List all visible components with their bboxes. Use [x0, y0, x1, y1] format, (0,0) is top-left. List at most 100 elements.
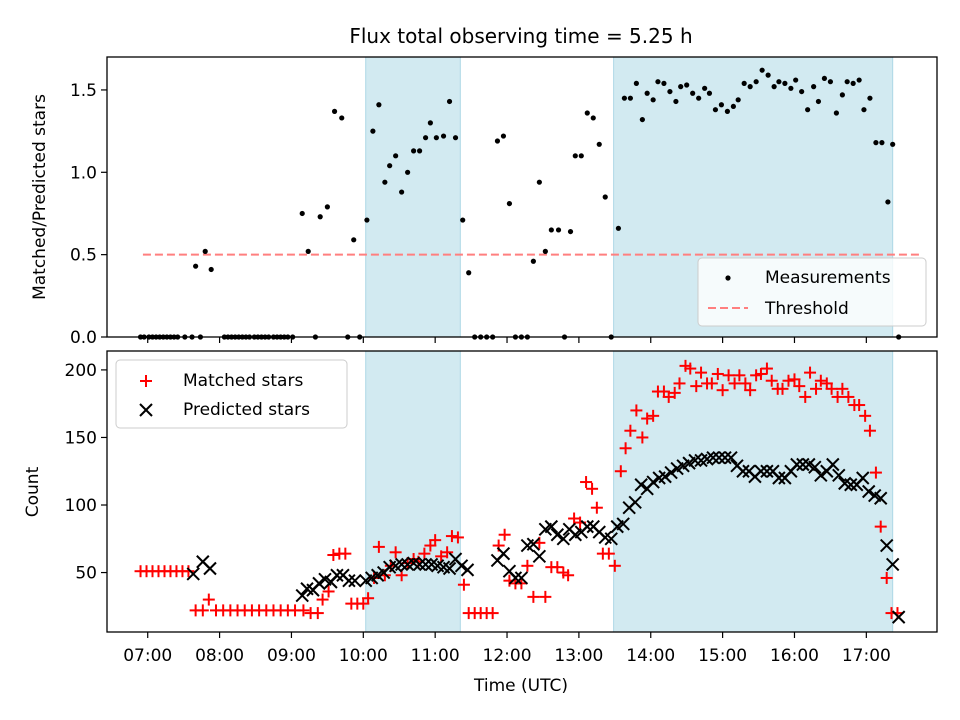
measurement-point	[427, 120, 433, 126]
y-tick-label: 1.5	[70, 81, 97, 101]
measurement-point	[661, 80, 667, 86]
matched-star-point	[486, 607, 499, 620]
measurement-point	[452, 135, 459, 141]
measurement-point	[602, 194, 608, 200]
measurement-point	[805, 107, 811, 113]
matched-star-point	[586, 482, 599, 495]
top-legend-box	[697, 257, 927, 327]
predicted-star-point	[550, 528, 565, 542]
matched-star-point	[869, 466, 882, 479]
matched-star-point	[619, 442, 632, 455]
matched-star-point	[527, 590, 540, 603]
matched-star-point	[521, 559, 534, 572]
predicted-star-point	[826, 457, 840, 472]
measurement-point	[446, 98, 453, 105]
matched-star-point	[684, 362, 697, 375]
measurement-point	[741, 80, 747, 86]
predicted-star-point	[348, 573, 362, 588]
x-tick-label: 08:00	[195, 646, 244, 666]
measurement-point	[572, 153, 578, 159]
measurement-point	[536, 179, 542, 185]
matched-star-point	[853, 399, 866, 412]
measurement-point	[879, 140, 885, 146]
matched-star-point	[705, 377, 718, 390]
matched-star-point	[441, 546, 454, 559]
measurement-point	[416, 148, 423, 154]
measurement-point	[673, 98, 679, 105]
measurement-point	[621, 95, 628, 101]
predicted-star-point	[544, 519, 559, 534]
predicted-star-point	[808, 460, 822, 474]
measurement-point	[411, 148, 417, 154]
predicted-star-point	[604, 532, 618, 546]
y-tick-label: 50	[75, 564, 97, 584]
y-tick-label: 150	[65, 428, 97, 448]
predicted-star-point	[418, 557, 433, 572]
predicted-star-point	[664, 465, 678, 480]
measurement-point	[202, 248, 208, 254]
measurement-point	[405, 169, 411, 175]
matched-star-point	[539, 590, 552, 603]
measurement-point	[364, 217, 370, 223]
measurement-point	[578, 153, 584, 159]
predicted-star-point	[760, 464, 774, 478]
predicted-star-point	[616, 517, 630, 531]
measurement-point	[299, 210, 305, 217]
predicted-star-point	[844, 478, 858, 492]
bottom-y-axis-label: Count	[23, 466, 43, 517]
legend-measurements-marker	[725, 275, 731, 281]
matched-star-point	[498, 528, 511, 541]
matched-star-point	[733, 369, 746, 382]
matched-star-point	[760, 362, 773, 375]
measurement-point	[799, 88, 805, 95]
measurement-point	[506, 200, 513, 207]
matched-star-point	[608, 559, 621, 572]
predicted-star-point	[556, 532, 571, 546]
y-tick-label: 0.0	[70, 328, 97, 348]
bottom-shaded-intervals	[365, 350, 894, 633]
predicted-star-point	[496, 546, 511, 561]
measurement-point	[867, 95, 873, 101]
x-axis: 07:00 08:00 09:00 10:00 11:00 12:00 13:00 14:00…	[123, 632, 891, 666]
matched-star-point	[418, 547, 431, 560]
measurement-point	[690, 90, 696, 96]
predicted-star-point	[394, 557, 409, 572]
measurement-point	[759, 67, 765, 73]
measurement-point	[844, 79, 850, 85]
matched-star-point	[788, 373, 801, 386]
matched-star-point	[831, 390, 844, 403]
matched-star-point	[793, 380, 806, 393]
predicted-star-point	[856, 471, 870, 485]
measurement-point	[678, 84, 684, 90]
x-tick-label: 09:00	[267, 646, 316, 666]
predicted-star-point	[526, 537, 541, 551]
matched-star-point	[636, 431, 649, 444]
measurement-point	[324, 204, 330, 210]
measurement-point	[627, 95, 633, 101]
predicted-star-point	[508, 571, 523, 585]
shaded-interval	[365, 350, 461, 633]
bottom-legend: Matched stars Predicted stars	[115, 359, 348, 429]
top-plot-frame	[106, 56, 938, 338]
measurement-point	[747, 84, 753, 90]
measurement-point	[815, 98, 822, 105]
measurement-point	[339, 115, 345, 121]
predicted-star-point	[532, 549, 547, 564]
figure-title: Flux total observing time = 5.25 h	[349, 24, 692, 48]
predicted-star-point	[754, 464, 768, 478]
matched-star-point	[580, 476, 593, 489]
matched-star-point	[322, 585, 335, 598]
bottom-legend-box	[115, 359, 348, 429]
measurement-point	[440, 133, 447, 139]
measurement-point	[399, 189, 405, 195]
matched-star-point	[641, 412, 654, 425]
measurement-point	[735, 97, 741, 103]
measurement-point	[331, 108, 338, 114]
measurement-point	[839, 92, 845, 98]
x-tick-label: 14:00	[626, 646, 675, 666]
measurement-point	[460, 217, 466, 223]
matched-star-point	[728, 377, 741, 390]
predicted-star-point	[634, 478, 648, 492]
predicted-star-point	[312, 576, 326, 591]
y-tick-label: 0.5	[70, 246, 97, 266]
